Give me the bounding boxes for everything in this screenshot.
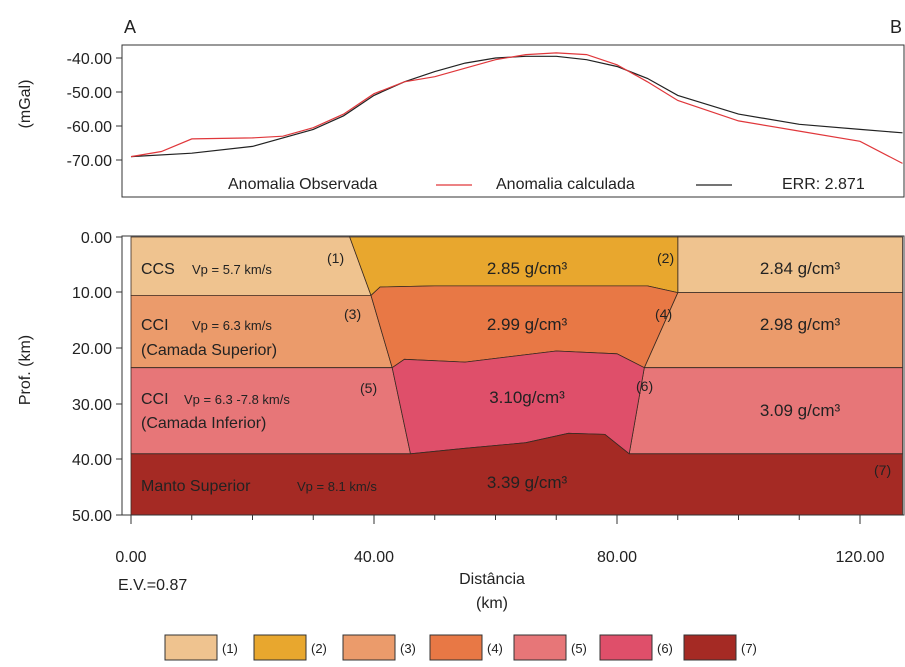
distance-minor-ticks <box>191 515 800 520</box>
gravity-frame <box>121 44 905 198</box>
distance-tick-label: 0.00 <box>115 549 146 566</box>
legend-swatch-1 <box>164 634 218 661</box>
density-label-3-39: 3.39 g/cm³ <box>487 473 568 492</box>
legend-swatch-6 <box>599 634 653 661</box>
legend-label-1: (1) <box>222 641 238 656</box>
observed-anomaly-line <box>130 52 903 164</box>
body-number-6: (6) <box>636 378 653 394</box>
profile-start-label: A <box>124 17 136 37</box>
ccs-label: CCS <box>141 261 175 278</box>
cci-lower-sublabel: (Camada Inferior) <box>141 415 266 432</box>
depth-tick-label: 40.00 <box>72 452 112 469</box>
cci-lower-label: CCI <box>141 391 169 408</box>
density-label-3-09: 3.09 g/cm³ <box>760 401 841 420</box>
distance-axis-title: Distância <box>459 571 525 588</box>
gravity-y-ticks: -40.00 -50.00 -60.00 -70.00 <box>67 51 122 170</box>
body-number-4: (4) <box>655 306 672 322</box>
gravity-tick-label: -50.00 <box>67 85 112 102</box>
gravity-tick-label: -60.00 <box>67 119 112 136</box>
gravity-tick-label: -40.00 <box>67 51 112 68</box>
density-label-2-84: 2.84 g/cm³ <box>760 259 841 278</box>
depth-tick-label: 30.00 <box>72 397 112 414</box>
section-x-ticks: 0.00 40.00 80.00 120.00 <box>115 515 885 566</box>
distance-axis-unit: (km) <box>476 595 508 612</box>
distance-tick-label: 40.00 <box>354 549 394 566</box>
mantle-velocity: Vp = 8.1 km/s <box>297 479 377 494</box>
depth-axis-title: Prof. (km) <box>17 335 34 405</box>
body-number-7: (7) <box>874 462 891 478</box>
legend-swatch-2 <box>253 634 307 661</box>
distance-tick-label: 80.00 <box>597 549 637 566</box>
depth-tick-label: 20.00 <box>72 341 112 358</box>
vertical-exaggeration: E.V.=0.87 <box>118 577 187 594</box>
gravity-panel: -40.00 -50.00 -60.00 -70.00 (mGal) Anoma… <box>17 44 905 198</box>
mantle-label: Manto Superior <box>141 478 251 495</box>
cci-lower-velocity: Vp = 6.3 -7.8 km/s <box>184 392 290 407</box>
depth-tick-label: 50.00 <box>72 508 112 525</box>
density-bodies <box>130 236 903 516</box>
cci-upper-velocity: Vp = 6.3 km/s <box>192 318 272 333</box>
legend-swatch-7 <box>683 634 737 661</box>
ccs-velocity: Vp = 5.7 km/s <box>192 262 272 277</box>
section-frame <box>121 235 905 516</box>
section-panel: 0.00 10.00 20.00 30.00 40.00 50.00 Prof.… <box>17 230 905 612</box>
body-number-3: (3) <box>344 306 361 322</box>
distance-tick-label: 120.00 <box>836 549 885 566</box>
body-number-1: (1) <box>327 250 344 266</box>
density-label-2-85: 2.85 g/cm³ <box>487 259 568 278</box>
body-number-2: (2) <box>657 250 674 266</box>
error-value: ERR: 2.871 <box>782 176 865 193</box>
calculated-legend-label: Anomalia calculada <box>496 176 635 193</box>
cci-upper-sublabel: (Camada Superior) <box>141 342 277 359</box>
body-number-5: (5) <box>360 380 377 396</box>
depth-tick-label: 10.00 <box>72 285 112 302</box>
legend-swatch-4 <box>429 634 483 661</box>
legend-label-5: (5) <box>571 641 587 656</box>
legend-label-6: (6) <box>657 641 673 656</box>
legend-label-2: (2) <box>311 641 327 656</box>
legend-label-7: (7) <box>741 641 757 656</box>
observed-legend-label: Anomalia Observada <box>228 176 378 193</box>
legend-swatch-3 <box>342 634 396 661</box>
gravity-tick-label: -70.00 <box>67 153 112 170</box>
depth-tick-label: 0.00 <box>81 230 112 247</box>
legend-swatch-5 <box>513 634 567 661</box>
legend-label-3: (3) <box>400 641 416 656</box>
body-legend: (1) (2) (3) (4) (5) (6) (7) <box>164 634 757 661</box>
profile-end-label: B <box>890 17 902 37</box>
density-label-2-98: 2.98 g/cm³ <box>760 315 841 334</box>
density-label-3-10: 3.10g/cm³ <box>489 388 565 407</box>
cci-upper-label: CCI <box>141 317 169 334</box>
section-y-ticks: 0.00 10.00 20.00 30.00 40.00 50.00 <box>72 230 122 525</box>
legend-label-4: (4) <box>487 641 503 656</box>
gravity-y-axis-title: (mGal) <box>17 80 34 129</box>
density-label-2-99: 2.99 g/cm³ <box>487 315 568 334</box>
